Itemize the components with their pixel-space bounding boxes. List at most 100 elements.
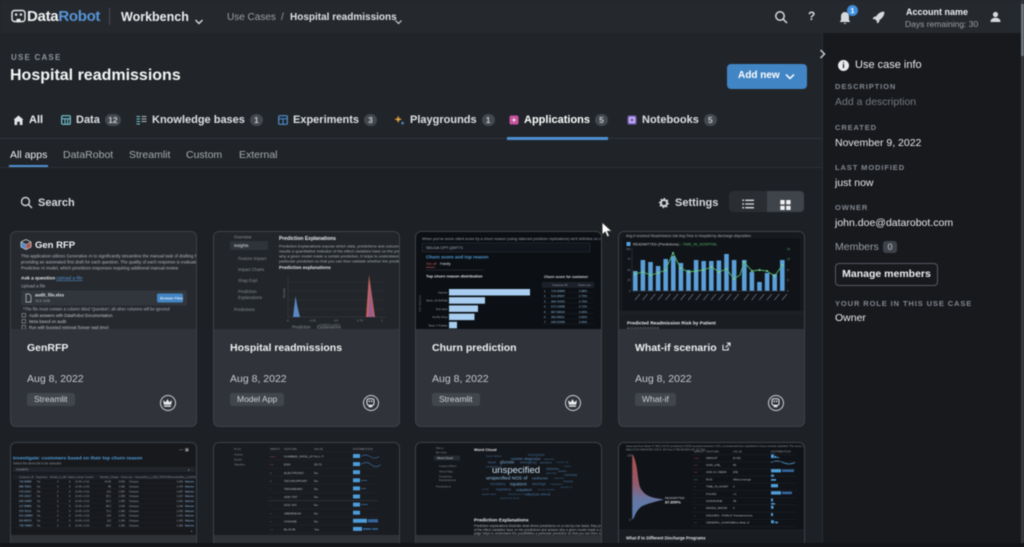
svg-text:1.093: 1.093 xyxy=(119,514,126,518)
svg-text:FEATURE: FEATURE xyxy=(706,450,719,454)
svg-text:Density: Density xyxy=(282,287,286,298)
svg-text:PLAY: PLAY xyxy=(234,447,241,451)
svg-text:Meta based on audit: Meta based on audit xyxy=(29,319,67,324)
svg-text:Bit View: Bit View xyxy=(436,451,448,455)
svg-text:READMITTED (Predictions): READMITTED (Predictions) xyxy=(633,243,679,247)
svg-text:4: 4 xyxy=(57,499,59,503)
svg-text:Prediction Explanations: Prediction Explanations xyxy=(279,236,336,242)
svg-text:3: 3 xyxy=(544,299,546,303)
svg-text:Prediction: Prediction xyxy=(292,325,311,330)
svg-text:--: -- xyxy=(270,519,272,523)
svg-text:687-59633: 687-59633 xyxy=(551,310,565,314)
svg-text:Octopus: Octopus xyxy=(129,480,139,484)
svg-text:513-28967: 513-28967 xyxy=(551,294,565,298)
svg-text:why a given model made a certa: why a given model made a certain predict… xyxy=(279,254,399,259)
svg-text:0: 0 xyxy=(733,506,735,510)
svg-text:No: No xyxy=(37,514,41,518)
svg-text:hemoglobin: hemoglobin xyxy=(528,453,545,457)
svg-text:Audit answers with DataRobot D: Audit answers with DataRobot Documentati… xyxy=(29,313,113,318)
svg-text:page helps to understand the p: page helps to understand the possibiliti… xyxy=(474,532,601,536)
svg-text:224: 224 xyxy=(107,514,112,518)
svg-text:Sva savs: Sva savs xyxy=(436,307,448,311)
svg-text:Word Cloud: Word Cloud xyxy=(474,447,497,452)
svg-text:4: 4 xyxy=(57,485,59,489)
svg-text:-: - xyxy=(270,503,271,507)
svg-text:-: - xyxy=(694,499,695,503)
svg-text:[0-25]: [0-25] xyxy=(733,456,741,460)
svg-text:heart failure: heart failure xyxy=(486,454,502,458)
svg-text:Octopus: Octopus xyxy=(129,504,139,508)
svg-text:ESN: ESN xyxy=(284,463,290,467)
svg-text:5: 5 xyxy=(57,494,59,498)
svg-text:Octopus: Octopus xyxy=(129,509,139,513)
svg-text:TECHSUPPORT: TECHSUPPORT xyxy=(284,479,307,483)
svg-text:Mainten: Mainten xyxy=(185,504,195,508)
svg-text:Impact Effect: Impact Effect xyxy=(439,464,457,468)
svg-text:1.380: 1.380 xyxy=(119,485,126,489)
svg-text:Prediction: Prediction xyxy=(238,289,257,294)
svg-text:ELECTRONIC: ELECTRONIC xyxy=(284,471,305,475)
svg-text:75: 75 xyxy=(627,257,631,261)
svg-text:Prediction Explanations: Prediction Explanations xyxy=(474,518,529,524)
svg-text:---: --- xyxy=(694,521,697,525)
svg-text:10.45 x 0.02: 10.45 x 0.02 xyxy=(75,499,90,503)
svg-text:Octopus: Octopus xyxy=(129,519,139,523)
svg-text:NUMBER_OFFE_LP: NUMBER_OFFE_LP xyxy=(284,455,313,459)
svg-text:29.72: 29.72 xyxy=(314,463,322,467)
svg-text:888-79561: 888-79561 xyxy=(19,485,32,489)
svg-text:1.290: 1.290 xyxy=(119,519,126,523)
svg-text:Churn sco: Churn sco xyxy=(121,476,133,479)
svg-text:diabetes: diabetes xyxy=(546,467,559,471)
svg-text:ABERDEAN: ABERDEAN xyxy=(284,511,301,515)
svg-text:telephone check: telephone check xyxy=(508,492,530,496)
svg-text:1.268: 1.268 xyxy=(119,494,126,498)
svg-text:0: 0 xyxy=(69,499,71,503)
svg-text:DISTRIBUTION: DISTRIBUTION xyxy=(353,447,373,451)
svg-text:Months_In_Bill: Months_In_Bill xyxy=(50,476,67,479)
svg-text:0.75: 0.75 xyxy=(357,319,363,323)
svg-text:+++: +++ xyxy=(270,455,276,459)
svg-text:+: + xyxy=(270,479,272,483)
svg-text:Insights: Insights xyxy=(234,243,248,248)
svg-text:0: 0 xyxy=(69,504,71,508)
svg-text:1.587: 1.587 xyxy=(119,489,126,493)
svg-text:Mainten: Mainten xyxy=(185,485,195,489)
svg-text:[25]: [25] xyxy=(733,470,738,474)
svg-text:Mo/Lt 15 RATAE: Mo/Lt 15 RATAE xyxy=(426,299,447,303)
svg-text:Customer ID: Customer ID xyxy=(552,283,568,287)
svg-text:-: - xyxy=(694,492,695,496)
svg-text:0: 0 xyxy=(69,523,71,527)
svg-text:Octopus: Octopus xyxy=(129,523,139,527)
svg-text:Overview: Overview xyxy=(234,235,252,240)
svg-text:Prediction: Prediction xyxy=(439,475,453,479)
svg-text:366-76393: 366-76393 xyxy=(551,299,565,303)
svg-text:CHASSE: CHASSE xyxy=(284,519,297,523)
svg-text:admitted: admitted xyxy=(540,461,552,465)
svg-text:Explanations: Explanations xyxy=(439,478,457,482)
svg-text:0.79%: 0.79% xyxy=(579,294,588,298)
svg-text:0.75%: 0.75% xyxy=(579,299,588,303)
svg-text:2: 2 xyxy=(57,489,59,493)
svg-text:This application utilizes Gene: This application utilizes Generative AI … xyxy=(21,254,196,259)
svg-text:3: 3 xyxy=(733,485,735,489)
svg-text:1: 1 xyxy=(381,319,383,323)
svg-text:44.05: 44.05 xyxy=(105,480,112,484)
svg-text:Mainten: Mainten xyxy=(185,509,195,513)
svg-text:0.605: 0.605 xyxy=(119,480,126,484)
svg-text:10.45 x 0.02: 10.45 x 0.02 xyxy=(75,523,90,527)
svg-text:No: No xyxy=(314,495,318,499)
svg-text:Menu: Menu xyxy=(436,446,444,450)
svg-text:What If to Different Discharge: What If to Different Discharge Programs xyxy=(626,536,706,541)
svg-text:9: 9 xyxy=(787,268,789,272)
svg-text:-: - xyxy=(270,487,271,491)
svg-text:ROS: ROS xyxy=(706,477,712,481)
svg-text:Mainten: Mainten xyxy=(185,480,195,484)
svg-text:coronary: coronary xyxy=(564,473,577,477)
svg-text:Prediction explanations illust: Prediction explanations illustrate what … xyxy=(474,524,601,528)
svg-text:3: 3 xyxy=(57,519,59,523)
svg-text:No: No xyxy=(37,494,41,498)
svg-text:Fix L-T: Fix L-T xyxy=(314,455,324,459)
svg-text:7: 7 xyxy=(544,320,546,324)
svg-text:IMPACT: IMPACT xyxy=(270,447,281,451)
svg-text:Mainten: Mainten xyxy=(185,519,195,523)
